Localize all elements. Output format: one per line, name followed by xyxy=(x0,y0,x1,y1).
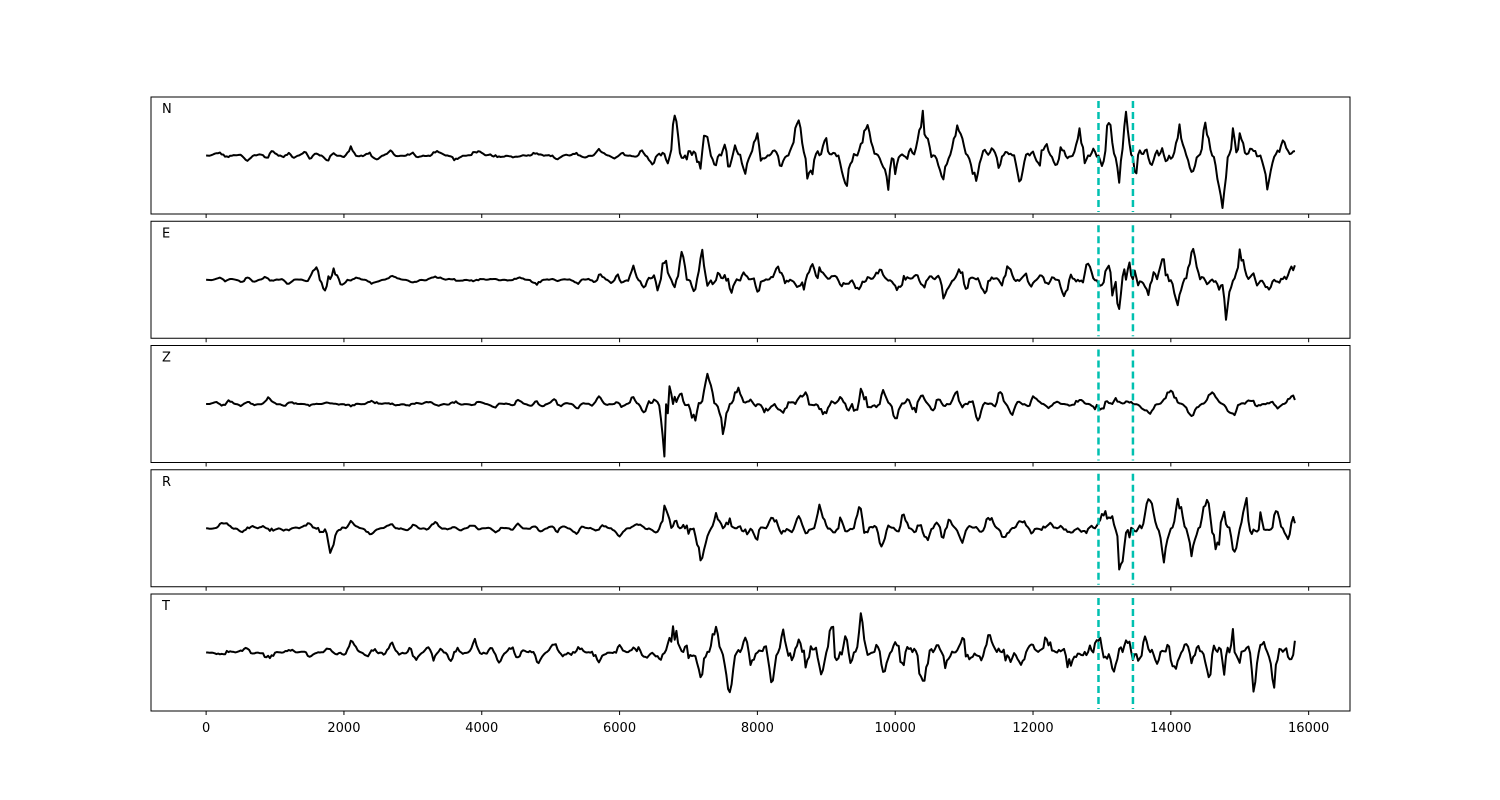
trace-t xyxy=(206,612,1296,694)
x-tick-label: 6000 xyxy=(603,721,636,736)
panel-n: N xyxy=(150,96,1351,218)
x-axis: 0 2000 4000 6000 8000 10000 12000 14000 16000 xyxy=(202,721,1329,736)
channel-label: E xyxy=(162,226,170,241)
channel-label: T xyxy=(161,599,170,614)
panel-frame xyxy=(150,345,1351,463)
panel-frame xyxy=(150,593,1351,712)
trace-n xyxy=(206,109,1296,209)
x-tick-label: 0 xyxy=(202,721,210,736)
trace-r xyxy=(206,497,1296,571)
panel-stack: N E Z R T xyxy=(150,96,1351,715)
panel-z: Z xyxy=(150,345,1351,467)
channel-label: R xyxy=(162,475,171,490)
x-tick-label: 12000 xyxy=(1012,721,1053,736)
panel-e: E xyxy=(150,220,1351,343)
panel-frame xyxy=(150,96,1351,215)
x-tick-label: 10000 xyxy=(875,721,916,736)
panel-frame xyxy=(150,220,1351,339)
x-tick-label: 16000 xyxy=(1288,721,1329,736)
x-tick-label: 8000 xyxy=(741,721,774,736)
panel-r: R xyxy=(150,469,1351,591)
x-tick-label: 14000 xyxy=(1150,721,1191,736)
panel-t: T xyxy=(150,593,1351,715)
x-tick-label: 4000 xyxy=(465,721,498,736)
x-tick-label: 2000 xyxy=(327,721,360,736)
channel-label: Z xyxy=(162,351,171,366)
panel-frame xyxy=(150,469,1351,588)
trace-e xyxy=(206,247,1296,321)
trace-z xyxy=(206,372,1296,458)
channel-label: N xyxy=(162,102,172,117)
